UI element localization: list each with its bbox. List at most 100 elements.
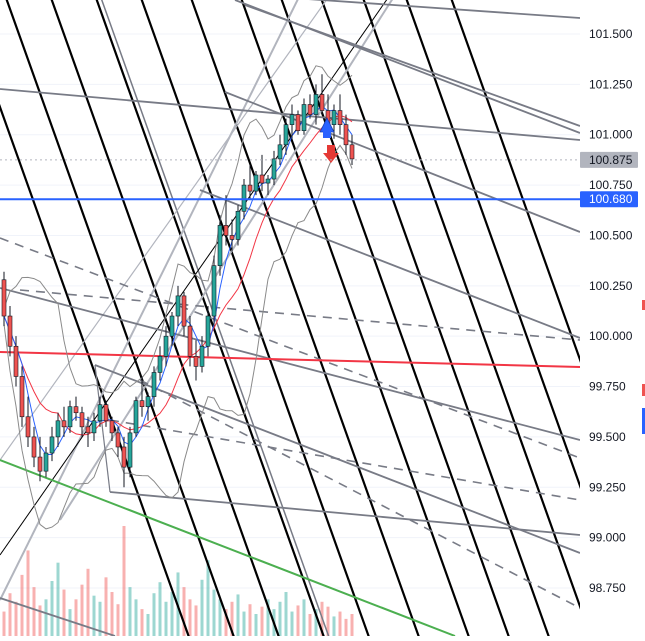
candle[interactable] (307, 94, 313, 119)
candle[interactable] (205, 305, 211, 357)
candle[interactable] (271, 150, 277, 186)
volume-bar (296, 605, 300, 636)
price-label-text: 100.680 (589, 192, 633, 206)
down-trendline (199, 189, 581, 339)
candle[interactable] (349, 134, 355, 165)
candle[interactable] (151, 366, 157, 407)
candle[interactable] (217, 215, 223, 276)
candle-body (151, 372, 157, 397)
price-tick-label: 101.500 (589, 27, 633, 41)
candle[interactable] (19, 366, 25, 427)
candle-body (115, 432, 121, 448)
candle[interactable] (277, 134, 283, 165)
candle[interactable] (253, 170, 259, 196)
volume-bar (350, 614, 354, 636)
candle[interactable] (175, 285, 181, 327)
volume-bar (2, 611, 6, 636)
candle[interactable] (1, 271, 7, 327)
candle-body (55, 420, 61, 438)
candle[interactable] (55, 412, 61, 447)
candle[interactable] (73, 396, 79, 421)
candle[interactable] (193, 340, 199, 381)
candle-body (331, 110, 337, 125)
price-tick-label: 100.000 (589, 329, 633, 343)
signal-arrows (319, 117, 339, 163)
candle[interactable] (187, 316, 193, 367)
candle[interactable] (343, 114, 349, 155)
volume-bar (278, 601, 282, 636)
volume-bar (32, 587, 36, 636)
candle[interactable] (85, 416, 91, 447)
price-label-badge (580, 151, 638, 168)
candle[interactable] (229, 219, 235, 252)
candle[interactable] (91, 412, 97, 441)
candle[interactable] (337, 94, 343, 135)
candle[interactable] (43, 446, 49, 478)
price-label-badge (580, 191, 638, 208)
sell-signal-arrow (327, 145, 335, 154)
candle-body (223, 225, 229, 236)
candle[interactable] (13, 336, 19, 387)
candle-body (289, 114, 295, 125)
candle[interactable] (109, 416, 115, 441)
volume-bar (284, 592, 288, 636)
candle[interactable] (79, 406, 85, 437)
candle[interactable] (7, 305, 13, 357)
volume-bar (266, 599, 270, 636)
channel-line (0, 0, 328, 461)
candle[interactable] (121, 436, 127, 488)
volume-bar (122, 526, 126, 636)
candle[interactable] (295, 110, 301, 135)
volume-bar (212, 589, 216, 636)
candle[interactable] (223, 195, 229, 246)
candle[interactable] (103, 400, 109, 427)
candle[interactable] (247, 164, 253, 200)
candle[interactable] (127, 426, 133, 478)
candle[interactable] (163, 326, 169, 367)
down-trendline (244, 4, 581, 127)
candle[interactable] (133, 396, 139, 437)
candle[interactable] (289, 104, 295, 139)
candle[interactable] (259, 154, 265, 192)
volume-bar (182, 587, 186, 636)
candle[interactable] (115, 426, 121, 458)
candle[interactable] (145, 392, 151, 421)
candle[interactable] (331, 104, 337, 139)
channel-line (59, 0, 393, 521)
candle[interactable] (49, 426, 55, 462)
candle[interactable] (139, 376, 145, 417)
volume-bar (62, 589, 66, 636)
candle[interactable] (301, 98, 307, 135)
reference-lines (0, 159, 580, 201)
candle[interactable] (265, 175, 271, 196)
candle[interactable] (313, 84, 319, 125)
price-tick-label: 99.500 (589, 430, 626, 444)
buy-signal-arrow (323, 128, 331, 138)
candle-body (235, 210, 241, 240)
candle[interactable] (25, 396, 31, 447)
candle[interactable] (181, 291, 187, 337)
candle[interactable] (199, 336, 205, 373)
volume-bar (254, 614, 258, 636)
volume-bar (128, 587, 132, 636)
candle[interactable] (283, 118, 289, 155)
candle-body (139, 400, 145, 407)
fan-line-black (320, 0, 552, 641)
candle[interactable] (169, 312, 175, 347)
candle[interactable] (31, 426, 37, 468)
candle[interactable] (37, 436, 43, 482)
down-trendline (0, 287, 581, 441)
candle[interactable] (319, 74, 325, 115)
volume-bar (68, 609, 72, 636)
volume-bar (248, 604, 252, 636)
candle[interactable] (61, 406, 67, 437)
candle[interactable] (235, 205, 241, 246)
candle[interactable] (67, 400, 73, 433)
candle[interactable] (97, 396, 103, 427)
volume-bars (2, 526, 354, 636)
candle[interactable] (157, 346, 163, 381)
candle[interactable] (211, 255, 217, 327)
volume-bar (80, 584, 84, 636)
